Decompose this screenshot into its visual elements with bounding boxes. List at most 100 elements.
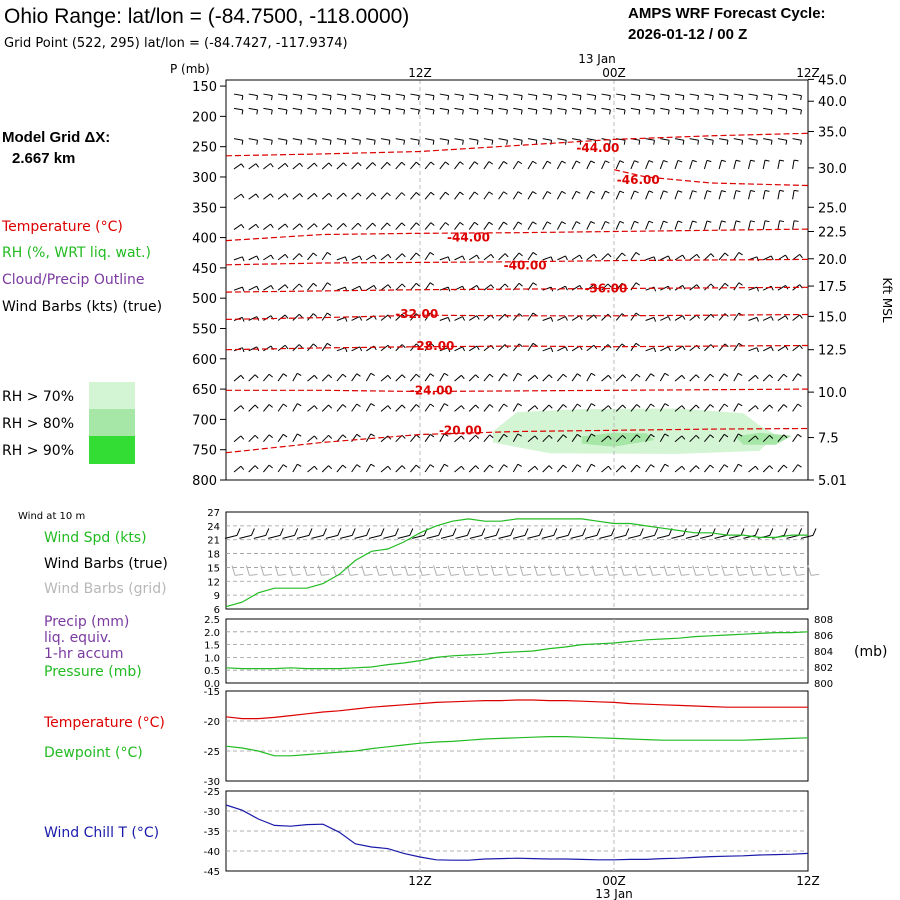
wind-barb	[351, 373, 361, 382]
wind-barb	[777, 189, 785, 200]
wind-barb	[248, 193, 260, 200]
wind-barb	[263, 254, 274, 261]
wind10-true-barb	[484, 528, 500, 539]
wind-barb	[557, 434, 567, 443]
wind-barb	[571, 433, 582, 442]
wind-barb	[630, 220, 639, 230]
wind-barb	[277, 373, 288, 382]
temp-frame	[225, 690, 809, 782]
wind-barb	[351, 403, 361, 412]
wind-barb	[321, 282, 332, 291]
wind-barb	[601, 107, 611, 115]
contour-label: -20.00	[439, 423, 482, 437]
wind-barb	[395, 465, 406, 473]
wind-barb	[748, 316, 759, 322]
wind-barb	[469, 138, 479, 145]
wind-barb	[233, 435, 245, 443]
wind-barb	[321, 192, 333, 200]
wind-barb	[660, 346, 671, 352]
wind-barb	[557, 316, 568, 321]
temperature-contour	[225, 132, 809, 157]
wind-barb	[513, 93, 523, 101]
wind10-true-barb	[613, 528, 630, 539]
wind10-ytick: 12	[207, 577, 220, 588]
wind10-true-barb	[368, 528, 385, 539]
temp-ytick: -20	[204, 717, 220, 728]
wind10-true-barb	[628, 528, 644, 539]
wind-barb	[292, 253, 303, 261]
wind10-true-barb	[469, 528, 486, 539]
wind-speed-line	[225, 518, 808, 608]
wind-barb	[351, 107, 361, 115]
wind10-true-barb	[685, 528, 702, 539]
wind-barb	[425, 138, 435, 145]
wind-barb	[557, 404, 567, 412]
wind-barb	[498, 464, 508, 473]
wind-barb	[380, 138, 391, 145]
wind-barb	[527, 93, 538, 101]
wind-barb	[777, 220, 785, 230]
wind-barb	[233, 224, 245, 230]
wind-barb	[777, 138, 788, 145]
wind-barb	[704, 313, 715, 321]
wind-barb	[292, 313, 303, 321]
wind-barb	[322, 138, 332, 145]
wind-barb	[248, 223, 260, 230]
wind-barb	[380, 405, 392, 412]
wind-barb	[278, 107, 288, 115]
wind-barb	[659, 190, 668, 200]
contour-label: -44.00	[576, 141, 619, 155]
wind-barb	[718, 282, 729, 291]
wind10-grid-barb	[461, 565, 474, 576]
kft-axis-label: Kft MSL	[880, 277, 894, 322]
wind10-grid-barb	[778, 565, 791, 576]
wind10-grid-barb	[332, 565, 344, 576]
wind-barb	[660, 107, 670, 115]
wind-barb	[292, 403, 302, 412]
wind-barb	[498, 191, 508, 200]
wind-barb	[703, 159, 712, 170]
wind-barb	[483, 404, 494, 412]
wind-barb	[469, 93, 479, 101]
wind-barb	[704, 283, 715, 291]
wind-barb	[263, 107, 273, 115]
wind10-grid-barb	[231, 565, 244, 576]
height-tick-label: 35.0	[818, 126, 847, 141]
wind-barb	[748, 138, 758, 145]
wind-barb	[483, 464, 494, 473]
wind-barb	[674, 465, 686, 473]
wind-barb	[439, 93, 450, 101]
wind-barb	[689, 159, 697, 170]
wind-barb	[336, 316, 348, 322]
wind-barb	[263, 373, 273, 382]
wind10-true-barb	[512, 528, 529, 539]
temperature-line	[225, 699, 808, 720]
wind-barb	[248, 138, 259, 145]
height-tick-label: 20.0	[818, 253, 847, 268]
wind-barb	[703, 220, 712, 230]
wind-barb	[630, 160, 639, 170]
wind-barb	[410, 93, 420, 101]
wind-barb	[468, 434, 480, 443]
wind-barb	[615, 465, 627, 473]
wind-barb	[410, 282, 420, 291]
wind-barb	[498, 253, 509, 261]
wind-barb	[527, 435, 539, 443]
wind-barb	[292, 138, 303, 145]
wind-barb	[762, 346, 774, 352]
wind-barb	[277, 193, 289, 200]
wind-barb	[233, 107, 244, 115]
wind10-true-barb	[800, 528, 817, 539]
wind-barb	[689, 93, 700, 101]
wind-barb	[542, 221, 552, 230]
wind-barb	[557, 373, 567, 382]
wind10-grid-barb	[749, 565, 762, 576]
wind-barb	[498, 433, 508, 442]
wind-barb	[439, 316, 451, 322]
wind-barb	[777, 93, 788, 101]
wind-barb	[586, 463, 596, 473]
wind-barb	[336, 434, 347, 443]
wind10-grid-barb	[548, 565, 560, 576]
wind-barb	[616, 107, 626, 115]
wind-barb	[527, 160, 537, 170]
